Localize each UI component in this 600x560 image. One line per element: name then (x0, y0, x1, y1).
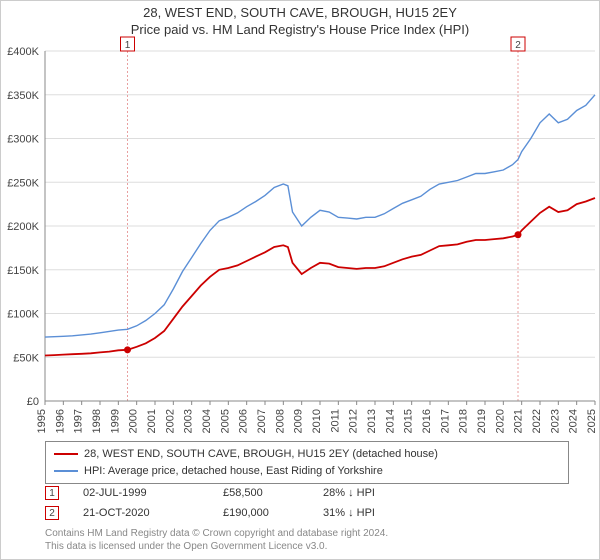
sales-row-1: 1 02-JUL-1999 £58,500 28% ↓ HPI (45, 483, 443, 503)
svg-text:£400K: £400K (7, 46, 39, 58)
svg-text:2025: 2025 (586, 409, 598, 433)
sale-marker-2: 2 (45, 506, 59, 520)
svg-text:2018: 2018 (458, 409, 470, 433)
svg-text:£50K: £50K (13, 352, 39, 364)
svg-text:2024: 2024 (568, 409, 580, 433)
svg-text:2010: 2010 (311, 409, 323, 433)
chart-container: 28, WEST END, SOUTH CAVE, BROUGH, HU15 2… (0, 0, 600, 560)
svg-text:2023: 2023 (549, 409, 561, 433)
chart-area: £0£50K£100K£150K£200K£250K£300K£350K£400… (45, 51, 595, 401)
svg-text:2: 2 (515, 40, 521, 51)
svg-text:1996: 1996 (54, 409, 66, 433)
footnote-line-1: Contains HM Land Registry data © Crown c… (45, 527, 388, 540)
svg-text:£100K: £100K (7, 309, 39, 321)
svg-text:1998: 1998 (91, 409, 103, 433)
svg-text:£200K: £200K (7, 221, 39, 233)
svg-text:2005: 2005 (219, 409, 231, 433)
svg-text:2007: 2007 (256, 409, 268, 433)
sale-date-1: 02-JUL-1999 (83, 487, 223, 499)
legend-row-2: HPI: Average price, detached house, East… (54, 463, 560, 480)
svg-text:2022: 2022 (531, 409, 543, 433)
svg-text:1: 1 (125, 40, 131, 51)
svg-text:2003: 2003 (183, 409, 195, 433)
svg-text:2017: 2017 (439, 409, 451, 433)
title-line-2: Price paid vs. HM Land Registry's House … (1, 22, 599, 37)
sale-marker-1: 1 (45, 486, 59, 500)
svg-text:2004: 2004 (201, 409, 213, 433)
svg-text:2008: 2008 (274, 409, 286, 433)
svg-text:2019: 2019 (476, 409, 488, 433)
sale-price-1: £58,500 (223, 487, 323, 499)
svg-text:£150K: £150K (7, 265, 39, 277)
title-line-1: 28, WEST END, SOUTH CAVE, BROUGH, HU15 2… (1, 5, 599, 20)
svg-text:1999: 1999 (109, 409, 121, 433)
svg-text:1995: 1995 (36, 409, 48, 433)
svg-text:2000: 2000 (128, 409, 140, 433)
sales-row-2: 2 21-OCT-2020 £190,000 31% ↓ HPI (45, 503, 443, 523)
legend-swatch-2 (54, 470, 78, 472)
svg-text:2013: 2013 (366, 409, 378, 433)
sale-diff-1: 28% ↓ HPI (323, 487, 443, 499)
sales-table: 1 02-JUL-1999 £58,500 28% ↓ HPI 2 21-OCT… (45, 483, 443, 523)
legend-box: 28, WEST END, SOUTH CAVE, BROUGH, HU15 2… (45, 441, 569, 484)
legend-row-1: 28, WEST END, SOUTH CAVE, BROUGH, HU15 2… (54, 446, 560, 463)
svg-text:£300K: £300K (7, 134, 39, 146)
legend-label-2: HPI: Average price, detached house, East… (84, 463, 383, 480)
legend-label-1: 28, WEST END, SOUTH CAVE, BROUGH, HU15 2… (84, 446, 438, 463)
svg-text:2020: 2020 (494, 409, 506, 433)
svg-text:2002: 2002 (164, 409, 176, 433)
svg-text:2016: 2016 (421, 409, 433, 433)
legend-swatch-1 (54, 453, 78, 455)
svg-text:2001: 2001 (146, 409, 158, 433)
svg-text:£350K: £350K (7, 90, 39, 102)
svg-text:£0: £0 (27, 396, 39, 408)
sale-price-2: £190,000 (223, 507, 323, 519)
title-block: 28, WEST END, SOUTH CAVE, BROUGH, HU15 2… (1, 1, 599, 37)
sale-diff-2: 31% ↓ HPI (323, 507, 443, 519)
footnote-line-2: This data is licensed under the Open Gov… (45, 540, 388, 553)
sale-date-2: 21-OCT-2020 (83, 507, 223, 519)
line-chart-svg: £0£50K£100K£150K£200K£250K£300K£350K£400… (45, 51, 595, 401)
svg-text:2012: 2012 (348, 409, 360, 433)
svg-text:2011: 2011 (329, 409, 341, 433)
footnote: Contains HM Land Registry data © Crown c… (45, 527, 388, 553)
svg-text:2006: 2006 (238, 409, 250, 433)
svg-text:2021: 2021 (513, 409, 525, 433)
svg-text:1997: 1997 (73, 409, 85, 433)
svg-text:2015: 2015 (403, 409, 415, 433)
svg-text:2009: 2009 (293, 409, 305, 433)
svg-text:£250K: £250K (7, 177, 39, 189)
svg-text:2014: 2014 (384, 409, 396, 433)
